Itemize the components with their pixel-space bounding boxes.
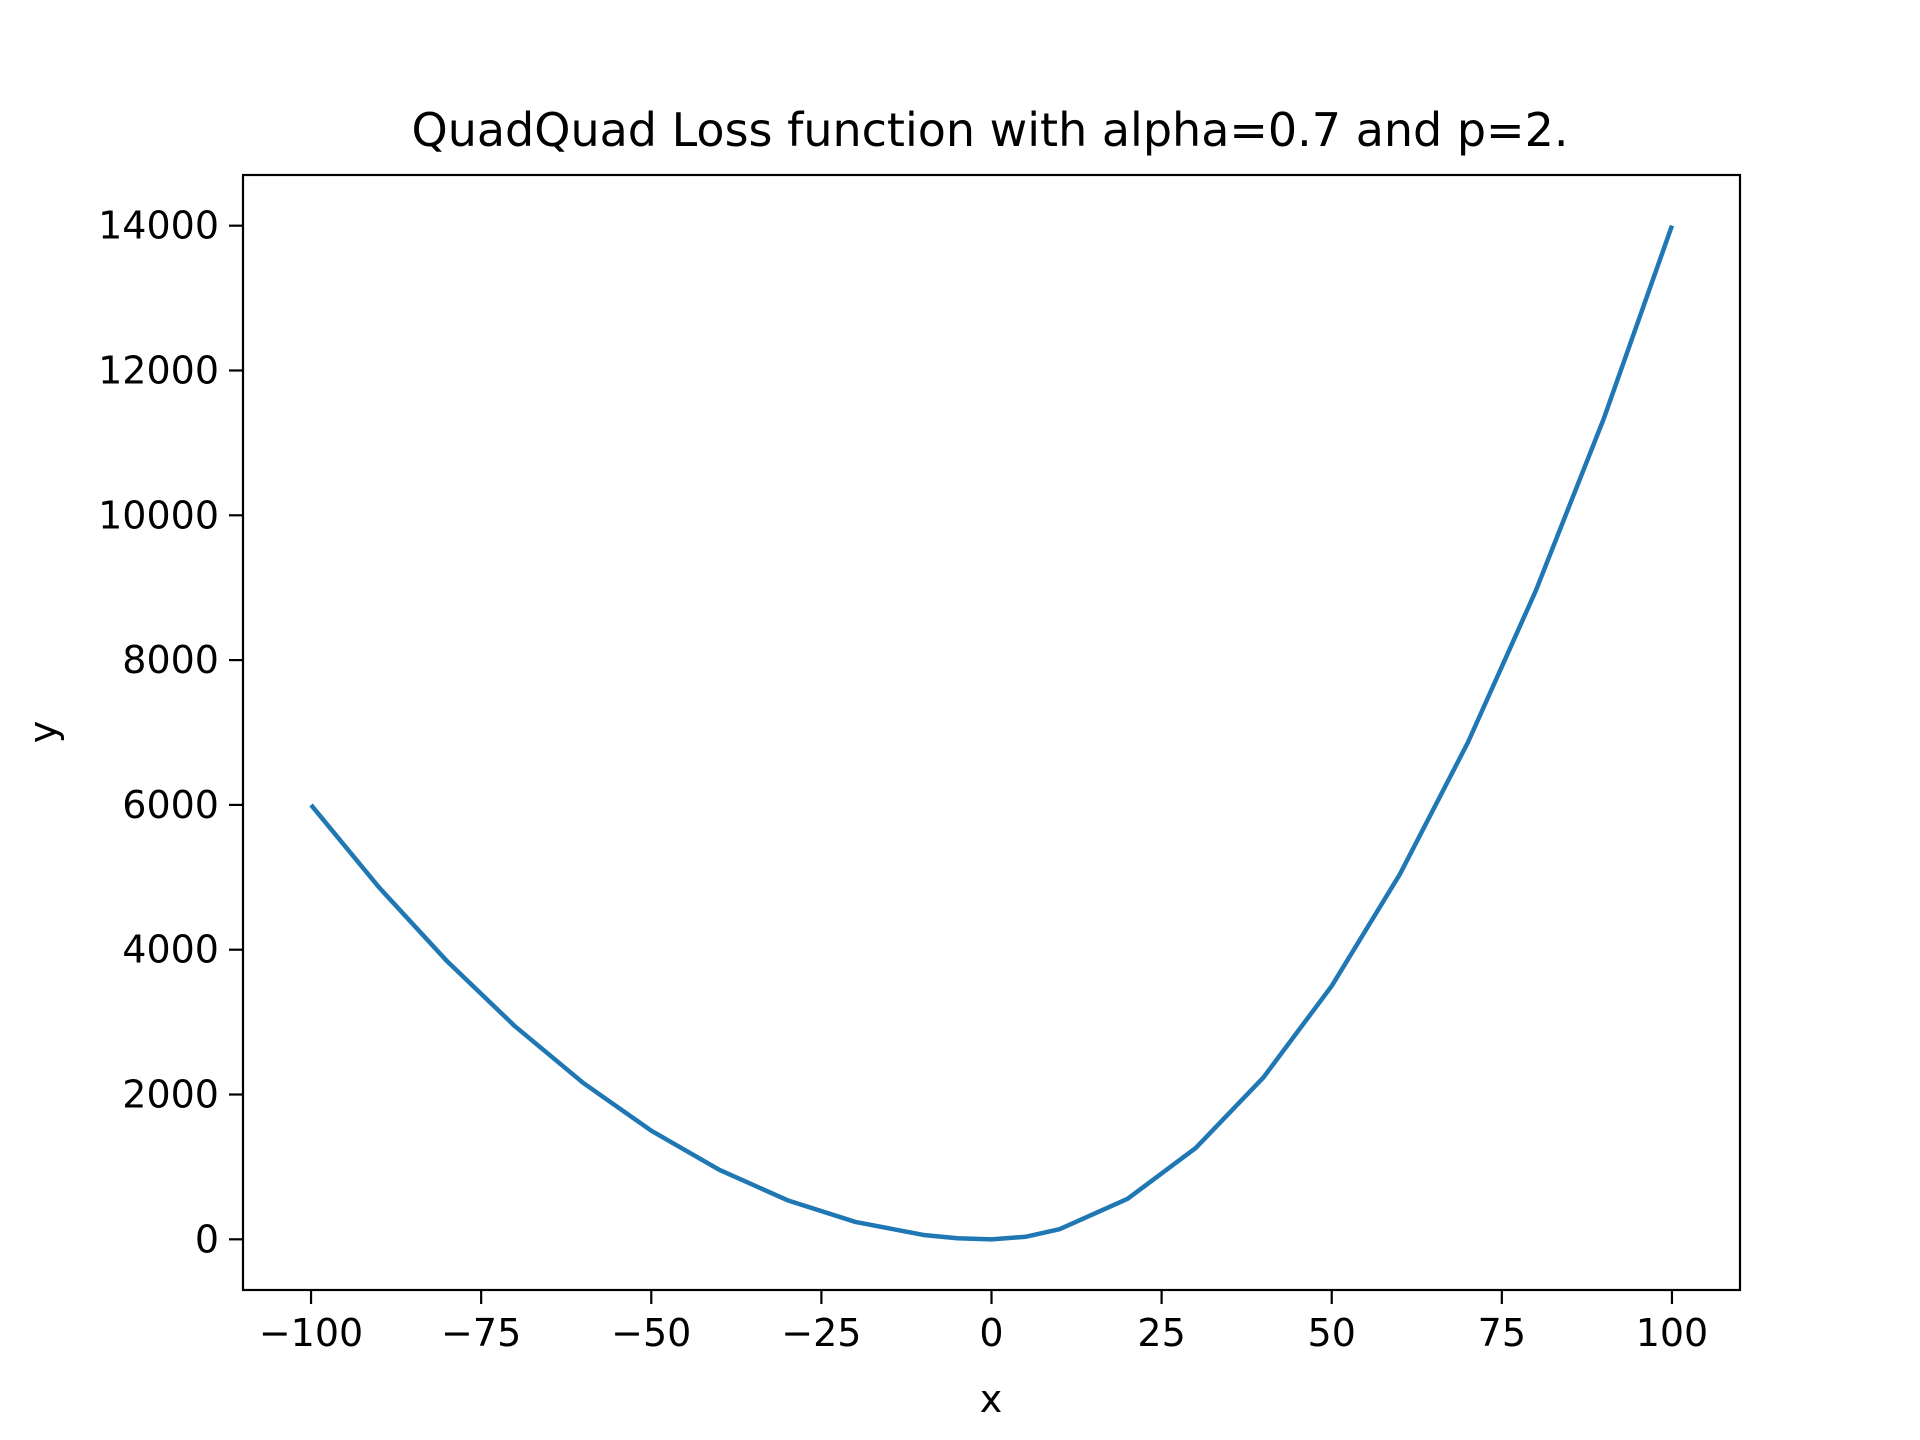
y-tick-label: 6000 bbox=[122, 783, 219, 827]
y-tick-label: 12000 bbox=[98, 348, 219, 392]
y-tick-label: 2000 bbox=[122, 1073, 219, 1117]
x-axis-label: x bbox=[980, 1377, 1003, 1421]
x-tick-label: 75 bbox=[1478, 1311, 1526, 1355]
x-tick-label: −100 bbox=[259, 1311, 363, 1355]
y-tick-label: 10000 bbox=[98, 493, 219, 537]
y-axis-label: y bbox=[21, 721, 65, 744]
x-tick-label: −50 bbox=[611, 1311, 691, 1355]
y-tick-label: 8000 bbox=[122, 638, 219, 682]
x-axis-ticks: −100 −75 −50 −25 0 25 50 75 100 bbox=[259, 1290, 1708, 1355]
x-tick-label: −25 bbox=[781, 1311, 861, 1355]
series-line-0 bbox=[309, 224, 1675, 1242]
y-tick-label: 4000 bbox=[122, 928, 219, 972]
plot-series bbox=[309, 224, 1675, 1242]
x-tick-label: 100 bbox=[1636, 1311, 1709, 1355]
plot-frame bbox=[241, 173, 1742, 1292]
x-tick-label: 0 bbox=[979, 1311, 1003, 1355]
x-tick-label: 50 bbox=[1308, 1311, 1356, 1355]
y-tick-label: 14000 bbox=[98, 204, 219, 248]
y-axis-ticks: 0 2000 4000 6000 8000 10000 12000 14000 bbox=[98, 204, 243, 1261]
x-tick-label: −75 bbox=[441, 1311, 521, 1355]
x-tick-label: 25 bbox=[1137, 1311, 1185, 1355]
y-tick-label: 0 bbox=[195, 1217, 219, 1261]
chart-title: QuadQuad Loss function with alpha=0.7 an… bbox=[411, 103, 1568, 157]
